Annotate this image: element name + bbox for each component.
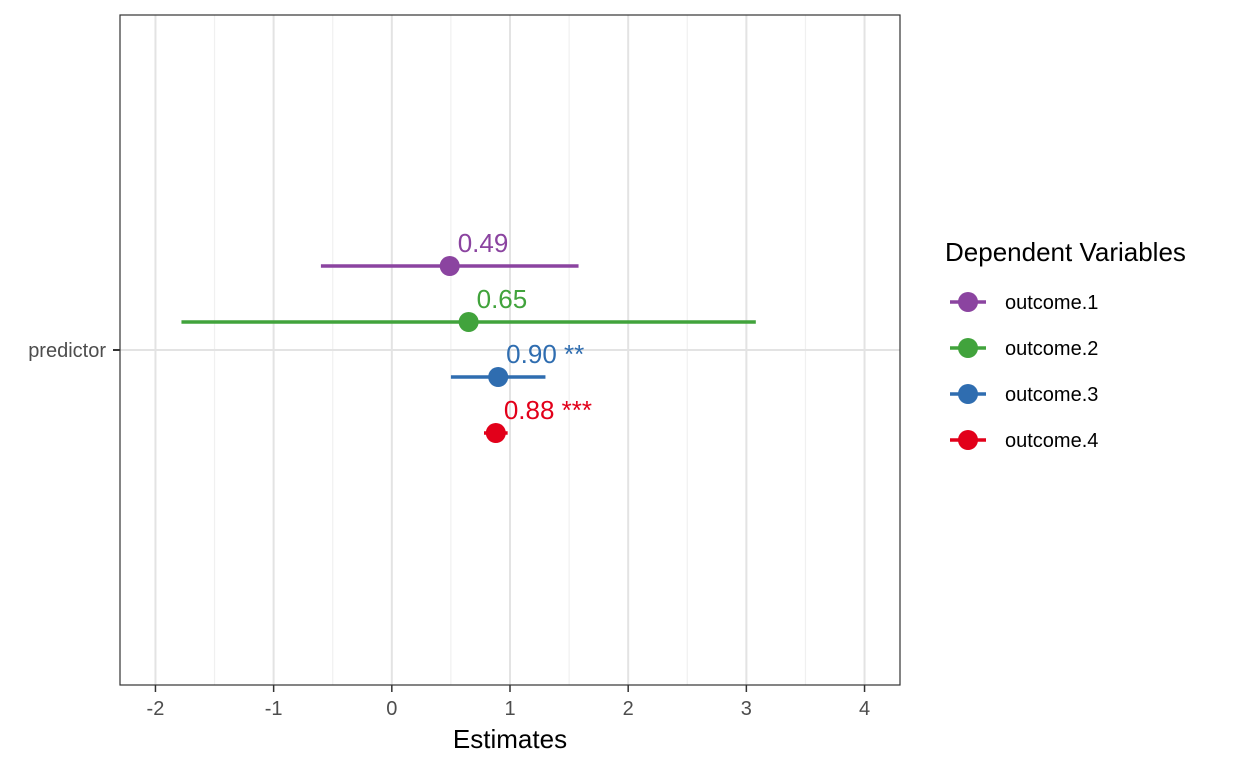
legend-entry-label: outcome.4 (1005, 430, 1098, 452)
estimate-label-outcome-2: 0.65 (477, 284, 528, 314)
x-axis-label: Estimates (453, 724, 567, 754)
x-tick-label: -2 (147, 698, 165, 720)
x-tick-label: 2 (623, 698, 634, 720)
legend-key-point (958, 430, 978, 450)
estimate-point-outcome-2 (458, 312, 479, 332)
estimate-label-outcome-1: 0.49 (458, 228, 509, 258)
legend: Dependent Variables outcome.1 outcome.2 ou… (945, 237, 1186, 452)
axis-layer: -2 -1 0 1 2 3 4 predictor (28, 340, 870, 720)
grid-layer (120, 15, 900, 685)
x-tick-label: 0 (386, 698, 397, 720)
x-tick-label: 1 (504, 698, 515, 720)
legend-key-point (958, 338, 978, 358)
legend-entry-label: outcome.2 (1005, 338, 1098, 360)
estimate-point-outcome-3 (488, 367, 509, 387)
estimate-label-outcome-4: 0.88 *** (504, 395, 592, 425)
legend-entry-label: outcome.3 (1005, 384, 1098, 406)
estimate-point-outcome-1 (439, 256, 460, 276)
y-tick-label: predictor (28, 340, 106, 362)
legend-key-point (958, 384, 978, 404)
x-tick-label: 3 (741, 698, 752, 720)
estimate-point-outcome-4 (485, 423, 506, 443)
legend-key-point (958, 292, 978, 312)
x-tick-label: 4 (859, 698, 870, 720)
estimate-label-outcome-3: 0.90 ** (506, 339, 584, 369)
x-tick-label: -1 (265, 698, 283, 720)
marks-layer: 0.49 0.65 0.90 ** 0.88 *** (181, 228, 756, 443)
legend-entry-label: outcome.1 (1005, 292, 1098, 314)
legend-title: Dependent Variables (945, 237, 1186, 267)
